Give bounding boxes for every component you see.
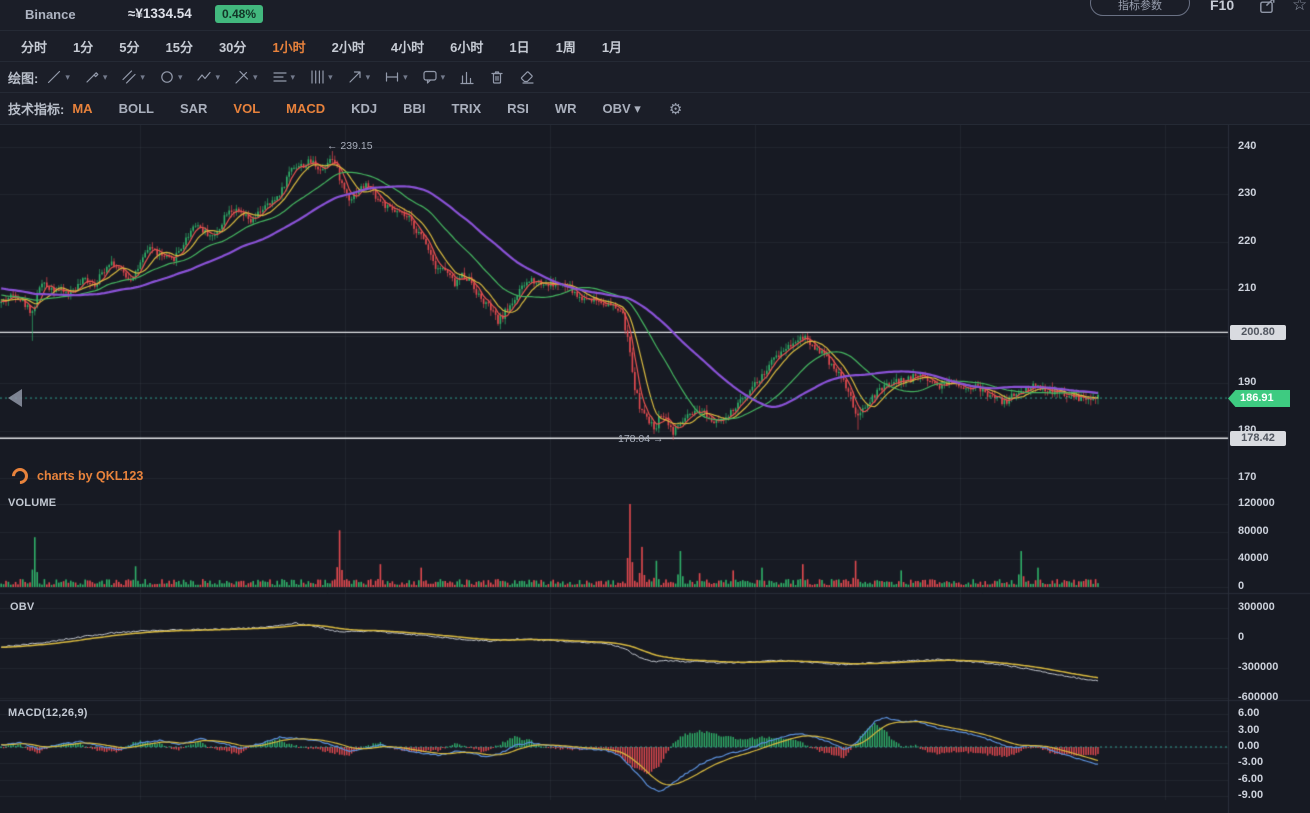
timeframe-分时[interactable]: 分时 <box>21 39 48 55</box>
gear-icon[interactable]: ⚙ <box>668 100 683 118</box>
indicator-BOLL[interactable]: BOLL <box>118 101 154 116</box>
volume-panel-label: VOLUME <box>8 497 57 509</box>
channel-icon[interactable]: ▾ <box>121 69 145 85</box>
timeframe-30分[interactable]: 30分 <box>218 39 247 55</box>
brush-icon[interactable]: ▾ <box>84 69 108 85</box>
timeframe-4小时[interactable]: 4小时 <box>390 39 425 55</box>
price-cny: ≈¥1334.54 <box>128 6 192 21</box>
watermark-text: charts by QKL123 <box>37 469 144 483</box>
trend-line-icon[interactable]: ▾ <box>46 69 70 85</box>
chevron-down-icon[interactable]: ▾ <box>215 71 220 82</box>
alert-price-tag-high[interactable]: 200.80 <box>1230 325 1286 340</box>
macd-tick-label: -3.00 <box>1238 756 1264 768</box>
chevron-down-icon[interactable]: ▾ <box>440 71 446 82</box>
drawing-tools: ▾ ▾ ▾ ▾ ▾ ▾ ▾ ▾ ▾ ▾ ▾ <box>46 69 549 85</box>
exchange-label: Binance <box>25 7 76 22</box>
price-tick-label: 240 <box>1238 140 1257 152</box>
share-icon[interactable] <box>1258 0 1276 20</box>
indicator-items: MA BOLL SAR VOL MACD KDJ BBI TRIX RSI WR OBV ▾ <box>72 101 666 117</box>
measure-icon[interactable]: ▾ <box>384 69 408 85</box>
timeframe-1月[interactable]: 1月 <box>601 39 623 55</box>
high-price-annotation: ← 239.15 <box>327 140 373 152</box>
chart-area[interactable] <box>0 125 1310 813</box>
indicator-TRIX[interactable]: TRIX <box>451 101 482 116</box>
price-tick-label: 230 <box>1238 187 1257 199</box>
watermark: charts by QKL123 <box>8 464 144 488</box>
obv-tick-label: -600000 <box>1238 691 1279 703</box>
pitchfork-icon[interactable]: ▾ <box>234 69 258 85</box>
price-tick-label: 170 <box>1238 471 1257 483</box>
chevron-down-icon[interactable]: ▾ <box>102 71 108 82</box>
indicator-MACD[interactable]: MACD <box>286 101 326 116</box>
star-icon[interactable]: ☆ <box>1292 0 1308 14</box>
obv-panel-label: OBV <box>10 601 35 613</box>
indicator-KDJ[interactable]: KDJ <box>351 101 378 116</box>
chevron-down-icon[interactable]: ▾ <box>65 71 70 82</box>
collapse-arrow[interactable] <box>8 389 22 407</box>
indicator-BBI[interactable]: BBI <box>403 101 426 116</box>
trash-icon[interactable] <box>489 69 505 85</box>
obv-tick-label: -300000 <box>1238 661 1279 673</box>
qkl123-logo-icon <box>8 464 32 488</box>
macd-tick-label: -6.00 <box>1238 773 1264 785</box>
bar-chart-icon[interactable] <box>459 69 475 85</box>
timeframe-tabs: 分时 1分 5分 15分 30分 1小时 2小时 4小时 6小时 1日 1周 1月 <box>0 31 1310 62</box>
timeframe-15分[interactable]: 15分 <box>165 39 193 55</box>
chevron-down-icon[interactable]: ▾ <box>253 71 258 82</box>
volume-tick-label: 40000 <box>1238 552 1269 564</box>
arrow-icon[interactable]: ▾ <box>347 69 371 85</box>
price-tick-label: 210 <box>1238 282 1257 294</box>
drawing-toolbar: 绘图: ▾ ▾ ▾ ▾ ▾ ▾ ▾ ▾ ▾ ▾ ▾ <box>0 62 1310 93</box>
timeframe-6小时[interactable]: 6小时 <box>450 39 484 55</box>
f10-link[interactable]: F10 <box>1210 0 1235 13</box>
chevron-down-icon[interactable]: ▾ <box>290 71 296 82</box>
timeframe-1日[interactable]: 1日 <box>509 39 530 55</box>
current-price-tag: 186.91 <box>1228 390 1290 407</box>
obv-tick-label: 300000 <box>1238 601 1275 613</box>
macd-panel-label: MACD(12,26,9) <box>8 707 88 719</box>
volume-tick-label: 80000 <box>1238 525 1269 537</box>
vertical-lines-icon[interactable]: ▾ <box>309 69 333 85</box>
indicator-OBV[interactable]: OBV ▾ <box>602 100 641 116</box>
macd-tick-label: 3.00 <box>1238 724 1260 736</box>
volume-tick-label: 0 <box>1238 580 1245 592</box>
price-tick-label: 220 <box>1238 235 1257 247</box>
macd-tick-label: 6.00 <box>1238 707 1260 719</box>
timeframe-1周[interactable]: 1周 <box>555 39 576 55</box>
drawing-label: 绘图: <box>8 70 39 86</box>
volume-tick-label: 120000 <box>1238 497 1275 509</box>
circle-icon[interactable]: ▾ <box>159 69 183 85</box>
zigzag-icon[interactable]: ▾ <box>196 69 220 85</box>
timeframe-1小时[interactable]: 1小时 <box>272 39 306 55</box>
macd-tick-label: -9.00 <box>1238 789 1264 801</box>
chevron-down-icon[interactable]: ▾ <box>140 71 145 82</box>
macd-tick-label: 0.00 <box>1238 740 1260 752</box>
chevron-down-icon[interactable]: ▾ <box>365 71 371 82</box>
chevron-down-icon[interactable]: ▾ <box>328 71 333 82</box>
chevron-down-icon[interactable]: ▾ <box>403 71 408 82</box>
low-price-annotation: 178.04 → <box>618 433 664 445</box>
indicator-RSI[interactable]: RSI <box>507 101 529 116</box>
alert-price-tag-low[interactable]: 178.42 <box>1230 431 1286 446</box>
timeframe-5分[interactable]: 5分 <box>119 39 140 55</box>
top-bar: Binance ≈¥1334.54 0.48% 指标参数 F10 ☆ <box>0 0 1310 31</box>
change-badge: 0.48% <box>215 5 264 23</box>
timeframe-2小时[interactable]: 2小时 <box>331 39 365 55</box>
indicator-MA[interactable]: MA <box>72 101 93 116</box>
horizontal-lines-icon[interactable]: ▾ <box>272 69 296 85</box>
comment-icon[interactable]: ▾ <box>422 69 446 85</box>
eraser-icon[interactable] <box>519 69 535 85</box>
timeframe-1分[interactable]: 1分 <box>73 39 94 55</box>
param-button[interactable]: 指标参数 <box>1090 0 1190 16</box>
price-tick-label: 190 <box>1238 376 1257 388</box>
indicators-label: 技术指标: <box>8 102 65 117</box>
indicator-WR[interactable]: WR <box>554 101 577 116</box>
indicator-SAR[interactable]: SAR <box>179 101 208 116</box>
obv-tick-label: 0 <box>1238 631 1245 643</box>
indicator-VOL[interactable]: VOL <box>233 101 261 116</box>
chevron-down-icon[interactable]: ▾ <box>177 71 183 82</box>
indicator-toolbar: 技术指标: MA BOLL SAR VOL MACD KDJ BBI TRIX RSI WR OBV… <box>0 93 1310 125</box>
